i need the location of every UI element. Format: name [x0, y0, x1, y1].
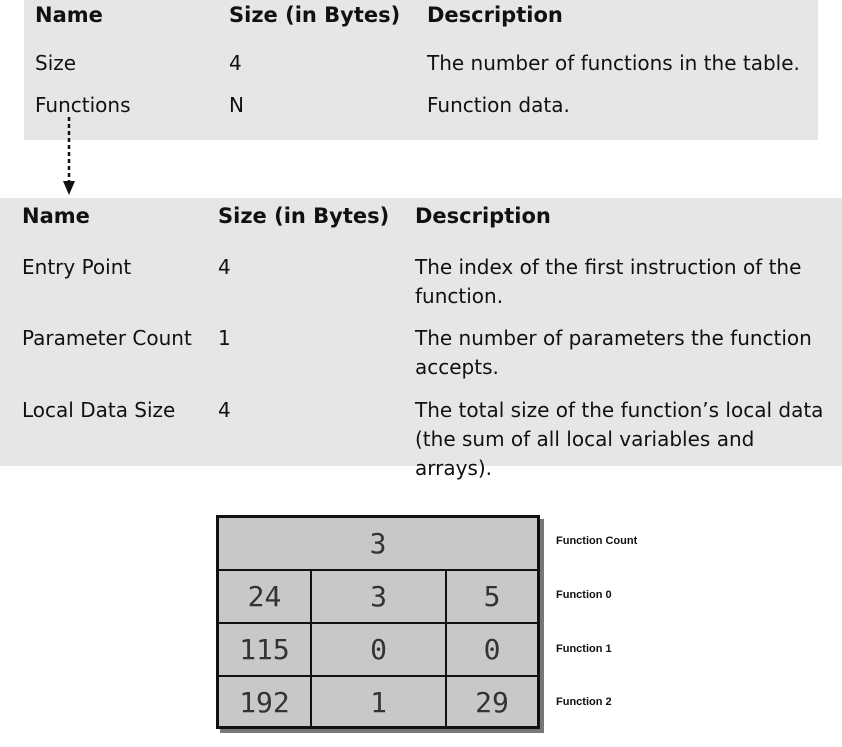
grid-cell: 1 — [312, 677, 447, 728]
row-parameter-count-bytes: 1 — [218, 326, 231, 350]
header-size: Size (in Bytes) — [229, 3, 401, 27]
row-local-data-size-bytes: 4 — [218, 398, 231, 422]
dotted-arrow-icon — [63, 117, 75, 195]
grid-cell: 115 — [219, 624, 312, 677]
row-local-data-size-name: Local Data Size — [22, 398, 176, 422]
grid-cell: 192 — [219, 677, 312, 728]
label-function-2: Function 2 — [556, 696, 612, 708]
header-name: Name — [35, 3, 103, 27]
row-functions-description: Function data. — [427, 93, 570, 117]
row-entry-point-bytes: 4 — [218, 255, 231, 279]
row-size-description: The number of functions in the table. — [427, 51, 800, 75]
row-local-data-size-description: The total size of the function’s local d… — [415, 398, 824, 480]
function-table-diagram: 3 24 3 5 115 0 0 192 1 29 — [216, 515, 540, 729]
grid-cell: 24 — [219, 571, 312, 624]
row-parameter-count-description: The number of parameters the function ac… — [415, 326, 812, 379]
row-functions-bytes: N — [229, 93, 244, 117]
grid-cell: 29 — [475, 686, 509, 719]
row-entry-point-description: The index of the first instruction of th… — [415, 255, 802, 308]
header-size: Size (in Bytes) — [218, 204, 390, 228]
label-function-1: Function 1 — [556, 643, 612, 655]
header-description: Description — [427, 3, 563, 27]
row-functions-name: Functions — [35, 93, 131, 117]
header-description: Description — [415, 204, 551, 228]
function-count-cell: 3 — [219, 518, 537, 571]
header-name: Name — [22, 204, 90, 228]
row-parameter-count-name: Parameter Count — [22, 326, 192, 350]
row-entry-point-name: Entry Point — [22, 255, 132, 279]
grid-cell: 3 — [312, 571, 447, 624]
function-table-spec: Name Size (in Bytes) Description Size 4 … — [24, 0, 818, 140]
grid-cell: 0 — [447, 624, 537, 677]
row-size-bytes: 4 — [229, 51, 242, 75]
row-size-name: Size — [35, 51, 77, 75]
grid-cell: 5 — [447, 571, 537, 624]
label-function-count: Function Count — [556, 535, 638, 547]
grid-cell: 0 — [312, 624, 447, 677]
label-function-0: Function 0 — [556, 589, 612, 601]
function-entry-spec: Name Size (in Bytes) Description Entry P… — [0, 198, 842, 480]
